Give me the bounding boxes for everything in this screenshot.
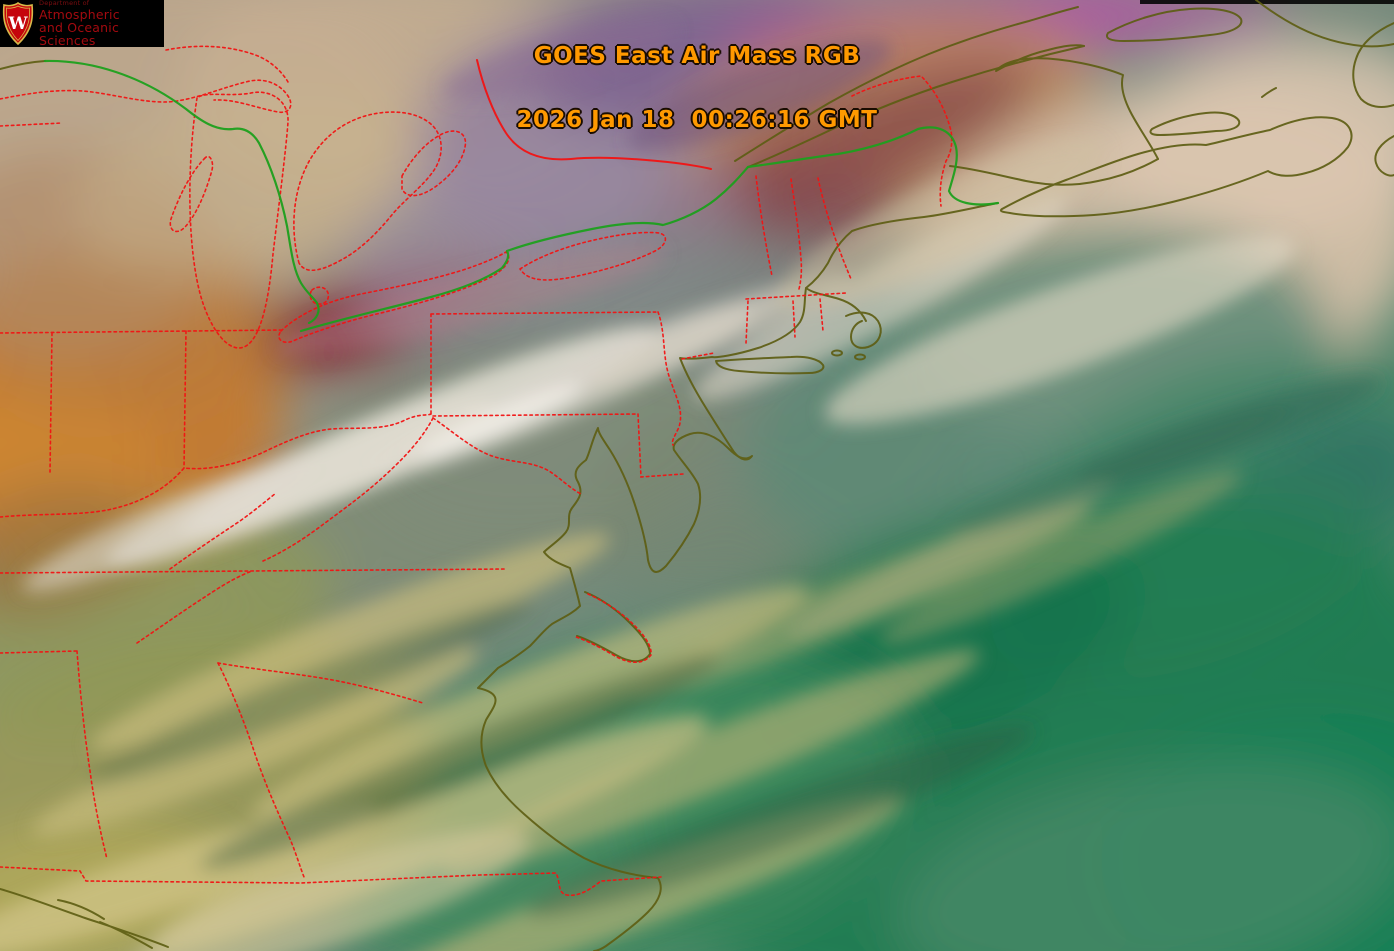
border-nh-me — [817, 177, 852, 280]
coast-gulf-of-mexico — [0, 888, 169, 949]
island-nantucket — [854, 353, 866, 361]
border-potomac — [432, 417, 582, 495]
top-edge-data-gap — [1140, 0, 1394, 4]
coast-prince-edward-island — [1149, 111, 1241, 136]
border-delaware-river — [657, 311, 682, 446]
border-vt-nh — [790, 178, 803, 290]
border-il-in — [49, 332, 53, 473]
border-ct-ri — [745, 298, 824, 344]
coast-nova-scotia — [999, 116, 1353, 218]
coast-newfoundland — [1352, 22, 1394, 177]
coast-stlawrence-north — [734, 6, 1079, 162]
island-marthas-vineyard — [831, 349, 843, 357]
uw-aos-logo: W Department of Atmospheric and Oceanic … — [0, 0, 164, 47]
lake-champlain-outline — [755, 175, 773, 277]
border-ma-north — [745, 292, 847, 300]
coast-anticosti-island — [1106, 7, 1243, 42]
cloud-streak-layer — [0, 20, 1383, 951]
border-in-oh — [183, 330, 187, 469]
border-wi-il — [0, 122, 63, 127]
lake-ontario-outline — [518, 231, 667, 281]
border-pa-ny — [430, 311, 659, 315]
border-on-qc — [476, 59, 712, 170]
border-ga-fl — [0, 866, 662, 897]
logo-atmospheric: Atmospheric — [39, 6, 120, 22]
green-bay-outline — [169, 155, 214, 233]
border-us-canada-east — [746, 126, 1000, 206]
border-us-canada-west — [43, 59, 320, 325]
border-tn-nc — [136, 570, 253, 644]
image-title-block: GOES East Air Mass RGB 2026 Jan 18 00:26… — [517, 5, 878, 171]
border-al-ga — [76, 650, 108, 860]
coast-atlantic-mainland — [477, 202, 999, 951]
lake-superior-shore — [0, 45, 292, 114]
image-timestamp: 2026 Jan 18 00:26:16 GMT — [516, 107, 878, 133]
coast-magdalen-islands — [1261, 87, 1277, 98]
border-tn-ga — [0, 650, 78, 654]
uw-crest-icon: W — [2, 2, 34, 45]
svg-text:W: W — [7, 14, 28, 34]
logo-oceanic-sciences: and Oceanic Sciences — [39, 20, 120, 48]
coast-long-island — [715, 355, 825, 375]
border-nc-sc — [217, 662, 424, 704]
border-mi-oh-in — [0, 329, 283, 334]
lake-stclair-outline — [309, 286, 330, 305]
coast-gaspe-chaleur — [995, 44, 1159, 160]
state-borders-layer — [0, 45, 953, 897]
lake-huron-outline — [293, 111, 442, 272]
coast-quebec-north-shore — [1255, 0, 1394, 48]
border-mason-dixon — [432, 413, 639, 417]
border-us-canada-lakes — [299, 165, 750, 333]
coast-superior-fragment — [0, 60, 46, 70]
outer-banks-red-overlay — [575, 593, 652, 664]
logo-department-of: Department of — [39, 0, 90, 7]
border-ny-nj — [681, 352, 715, 360]
lake-erie-outline — [278, 251, 510, 344]
border-delaware — [637, 413, 684, 478]
coast-stlawrence-south — [747, 45, 1085, 168]
georgian-bay-outline — [401, 130, 467, 197]
lake-michigan-outline — [189, 91, 289, 349]
border-wv-va — [262, 417, 434, 562]
international-border-layer — [43, 59, 1000, 333]
coast-new-brunswick-fundy — [949, 158, 1159, 186]
border-ky-va — [169, 492, 277, 570]
image-title: GOES East Air Mass RGB — [533, 43, 861, 69]
border-ohio-river — [0, 413, 432, 518]
border-me-qc-nb — [851, 75, 953, 207]
coast-boston-capecod — [805, 287, 882, 349]
border-sc-ga — [217, 662, 305, 878]
